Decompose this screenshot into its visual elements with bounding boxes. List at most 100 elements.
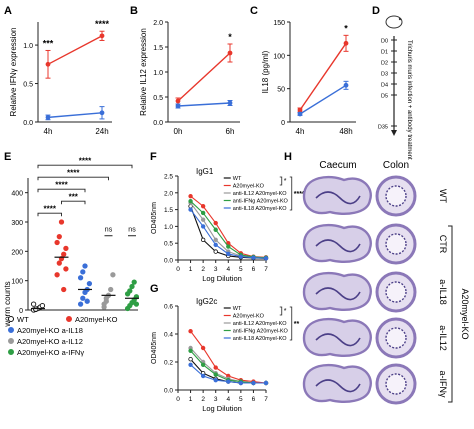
panel-b-x-tick-label: 6h (226, 127, 235, 136)
panel-e-data-point (63, 266, 69, 272)
panel-f-significance: **** (294, 191, 305, 198)
panel-e-y-tick-label: 0 (19, 308, 23, 315)
panel-f-significance: * (284, 178, 287, 185)
panel-e-legend-label: A20myel-KO a-IL18 (17, 326, 83, 335)
panel-b-y-tick-label: 1.5 (153, 45, 163, 52)
panel-f-x-tick-label: 3 (214, 266, 218, 273)
panel-g-data-point (238, 380, 244, 386)
panel-g-data-point (263, 380, 269, 386)
panel-f-data-point (226, 251, 231, 257)
panel-a-y-tick-label: 1.0 (23, 43, 33, 50)
panel-f-data-point (238, 254, 244, 259)
panel-b-significance: * (228, 32, 232, 42)
panel-g-significance: * (284, 308, 287, 315)
panel-letter-b: B (130, 5, 138, 17)
panel-g-y-tick-label: 0.0 (164, 388, 173, 395)
panel-e-data-point (39, 302, 46, 309)
mouse-icon (385, 15, 403, 29)
panel-e-data-point (54, 239, 60, 246)
panel-f-data-point (251, 255, 256, 260)
colon-lumen (385, 185, 407, 207)
panel-f-y-tick-label: 1.5 (164, 207, 173, 214)
panel-f-x-tick-label: 6 (252, 266, 256, 273)
panel-g-data-point (188, 357, 193, 362)
panel-e-data-point (61, 251, 67, 257)
panel-letter-e: E (4, 151, 11, 163)
panel-c-data-point (297, 111, 303, 117)
panel-e-data-point (77, 301, 84, 307)
panel-f-legend-label: anti-IL18 A20myel-KO (233, 206, 288, 212)
panel-f-legend-label: anti-IFNg A20myel-KO (233, 199, 289, 205)
panel-c-data-point (343, 82, 349, 88)
panel-e-significance: **** (55, 181, 68, 190)
caecum-mucosa-fold (315, 287, 361, 301)
panel-a-x-tick-label: 24h (95, 127, 108, 136)
timeline-label: D35 (378, 125, 388, 131)
panel-e-data-point (77, 275, 84, 281)
panel-b-x-tick-label: 0h (174, 127, 183, 136)
panel-e-data-point (101, 301, 107, 307)
panel-f-x-tick-label: 2 (201, 266, 205, 273)
panel-e-data-point (133, 301, 140, 307)
panel-h-row-label: CTR (438, 235, 448, 254)
panel-b-chart: 0.0 0.5 1.0 1.5 2.0 0h 6h Relative IL12 express… (139, 20, 240, 136)
panel-h-column-header: Colon (383, 160, 409, 171)
panel-g-data-point (188, 348, 193, 353)
panel-f-data-point (226, 244, 231, 249)
panel-f-y-label: OD405nm (151, 202, 158, 234)
panel-a-chart: 0.0 0.5 1.0 4h 24h Relative IFNγ expression **… (9, 19, 112, 136)
panel-g-data-point (188, 329, 193, 334)
panel-g-significance: ** (294, 321, 300, 328)
timeline-label: D1 (381, 50, 388, 56)
panel-e-data-point (56, 260, 62, 266)
panel-a-data-point (99, 33, 105, 39)
panel-h-group-label: A20myel-KO (460, 288, 470, 339)
panel-e-data-point (80, 269, 86, 275)
panel-e-bracket (37, 188, 86, 193)
panel-f-x-tick-label: 4 (226, 266, 230, 273)
panel-e-legend-label: WT (17, 315, 29, 324)
panel-h-row-label: a-IL18 (438, 279, 448, 305)
panel-f-x-tick-label: 1 (189, 266, 193, 273)
panel-b-y-tick-label: 2.0 (153, 20, 163, 27)
panel-c-x-tick-label: 48h (339, 127, 352, 136)
timeline-label: D2 (381, 61, 388, 67)
panel-g-x-tick-label: 3 (214, 396, 218, 403)
panel-e-y-label: worm counts (3, 281, 12, 327)
panel-e-bracket (61, 200, 86, 205)
panel-e-y-tick-label: 100 (11, 279, 23, 286)
panel-h-row-label: a-IL12 (438, 325, 448, 351)
panel-e-data-point (131, 279, 137, 285)
panel-e-legend-marker (66, 316, 72, 322)
panel-e-legend-marker (8, 316, 14, 322)
panel-g-x-tick-label: 6 (252, 396, 256, 403)
timeline-label: D0 (381, 39, 388, 45)
panel-e-significance: *** (69, 193, 79, 202)
panel-a-y-label: Relative IFNγ expression (9, 28, 18, 117)
caecum-mucosa-fold (315, 379, 361, 393)
panel-b-series-line (177, 102, 231, 107)
panel-g-legend-label: anti-IL12 A20myel-KO (233, 321, 288, 327)
timeline-label: D4 (381, 83, 388, 89)
panel-f-y-tick-label: 2.5 (164, 174, 173, 181)
colon-lumen (385, 373, 407, 395)
panel-f-x-tick-label: 7 (264, 266, 268, 273)
panel-g-data-point (200, 345, 206, 351)
panel-g-x-label: Log Dilution (202, 404, 242, 413)
panel-c-series-line (299, 84, 347, 115)
panel-g-title: IgG2c (196, 297, 217, 306)
panel-g-x-tick-label: 2 (201, 396, 205, 403)
panel-g-x-tick-label: 5 (239, 396, 243, 403)
panel-a-significance: *** (43, 38, 54, 48)
panel-c-y-tick-label: 100 (273, 53, 285, 60)
panel-a-series-line (47, 35, 103, 65)
panel-b-data-point (227, 100, 233, 106)
panel-g-legend-label: anti-IL18 A20myel-KO (233, 336, 288, 342)
panel-e-significance: **** (67, 169, 80, 178)
colon-lumen (385, 233, 407, 255)
panel-b-y-tick-label: 0.5 (153, 95, 163, 102)
panel-e-significance: **** (44, 205, 57, 214)
panel-f-data-point (188, 207, 193, 212)
mouse-eye-icon (398, 17, 402, 21)
